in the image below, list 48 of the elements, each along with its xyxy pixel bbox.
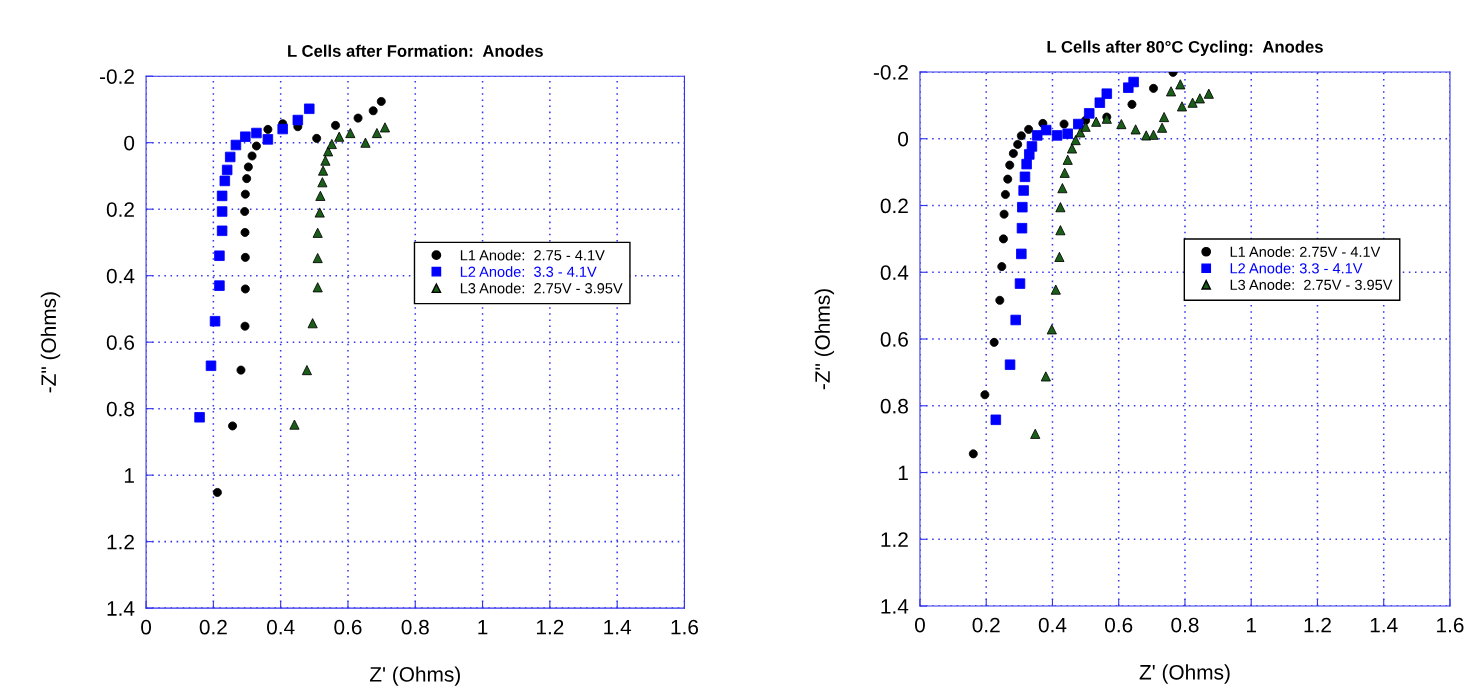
x-tick-label: 1 bbox=[1247, 617, 1256, 633]
x-tick-label: 0.6 bbox=[1105, 617, 1133, 633]
legend-label: L2 Anode: 3.3 - 4.1V bbox=[460, 266, 597, 277]
x-tick-label: 0.6 bbox=[334, 619, 362, 635]
y-tick-label: 1.4 bbox=[881, 599, 909, 614]
x-axis-title: Z' (Ohms) bbox=[1139, 664, 1230, 684]
x-tick-label: 1.6 bbox=[1437, 617, 1464, 633]
legend-label: L3 Anode: 2.75V - 3.95V bbox=[1230, 279, 1393, 291]
x-tick-label: 0.2 bbox=[972, 617, 1000, 633]
y-tick-label: 1.2 bbox=[107, 534, 134, 550]
x-tick-label: 1.4 bbox=[604, 620, 632, 635]
x-axis-title: Z' (Ohms) bbox=[369, 666, 460, 686]
legend-label: L2 Anode: 3.3 - 4.1V bbox=[1230, 262, 1363, 274]
x-tick-label: 0.2 bbox=[199, 619, 227, 635]
x-tick-label: 0.8 bbox=[401, 619, 429, 635]
y-tick-label: -0.2 bbox=[873, 65, 908, 80]
y-tick-label: 1 bbox=[898, 465, 908, 481]
y-tick-label: 1.2 bbox=[881, 532, 908, 547]
y-tick-label: 0.2 bbox=[106, 202, 134, 217]
y-tick-label: 0 bbox=[124, 135, 135, 151]
chart-title: L Cells after 80°C Cycling: Anodes bbox=[1047, 40, 1323, 57]
y-tick-label: 1 bbox=[124, 468, 134, 483]
x-tick-label: 1.2 bbox=[1304, 617, 1331, 633]
y-tick-label: -0.2 bbox=[99, 69, 134, 84]
y-tick-label: 0 bbox=[898, 131, 909, 147]
legend-label: L1 Anode: 2.75 - 4.1V bbox=[460, 249, 605, 261]
y-tick-label: 1.4 bbox=[107, 601, 135, 616]
y-tick-label: 0.2 bbox=[880, 198, 908, 214]
y-tick-label: 0.6 bbox=[880, 332, 908, 347]
y-axis-title: -Z" (Ohms) bbox=[814, 289, 835, 390]
legend-label: L1 Anode: 2.75V - 4.1V bbox=[1230, 246, 1381, 257]
y-axis-title: -Z" (Ohms) bbox=[40, 292, 61, 393]
y-tick-label: 0.4 bbox=[106, 268, 135, 284]
y-tick-label: 0.8 bbox=[106, 401, 135, 417]
x-tick-label: 1 bbox=[478, 620, 488, 635]
x-tick-label: 0.4 bbox=[267, 619, 295, 635]
y-tick-label: 0.8 bbox=[880, 398, 908, 414]
x-tick-label: 1.6 bbox=[671, 619, 699, 635]
legend-label: L3 Anode: 2.75V - 3.95V bbox=[460, 282, 623, 294]
x-tick-label: 1.4 bbox=[1370, 617, 1398, 633]
x-tick-label: 0 bbox=[141, 619, 152, 635]
y-tick-label: 0.6 bbox=[106, 335, 135, 350]
x-tick-label: 0 bbox=[914, 617, 925, 633]
y-tick-label: 0.4 bbox=[880, 265, 909, 281]
x-tick-label: 0.4 bbox=[1038, 617, 1067, 633]
x-tick-label: 1.2 bbox=[536, 619, 564, 635]
x-tick-label: 0.8 bbox=[1171, 617, 1199, 633]
chart-title: L Cells after Formation: Anodes bbox=[288, 44, 543, 57]
